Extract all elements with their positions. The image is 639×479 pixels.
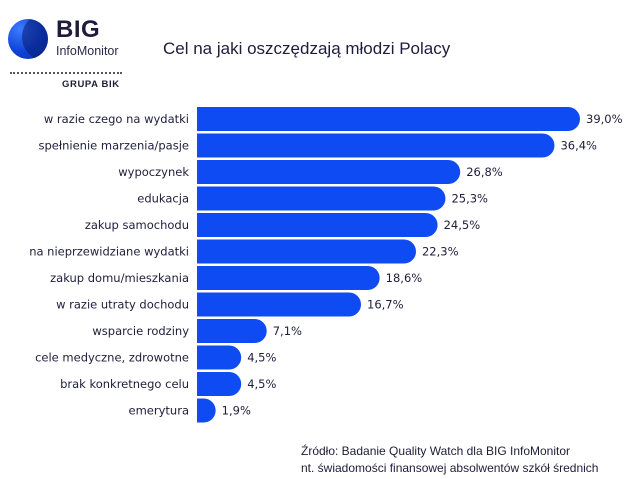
bar — [197, 292, 362, 317]
value-label: 7,1% — [273, 324, 302, 338]
source-line-2: nt. świadomości finansowej absolwentów s… — [301, 461, 599, 475]
bar — [197, 213, 438, 237]
bar — [197, 266, 380, 290]
category-label: w razie utraty dochodu — [56, 298, 189, 312]
big-infomonitor-logo: BIG InfoMonitor GRUPA BIK — [8, 16, 133, 98]
category-label: wsparcie rodziny — [92, 324, 189, 338]
category-label: zakup samochodu — [85, 218, 189, 232]
category-label: spełnienie marzenia/pasje — [38, 139, 189, 153]
source-note: Źródło: Badanie Quality Watch dla BIG In… — [301, 443, 598, 477]
bar — [197, 372, 242, 396]
bar — [197, 133, 555, 158]
logo-circle-icon — [8, 19, 48, 59]
bar — [197, 186, 446, 211]
value-label: 26,8% — [466, 165, 503, 179]
source-line-1: Źródło: Badanie Quality Watch dla BIG In… — [301, 444, 571, 458]
value-label: 16,7% — [367, 298, 404, 312]
logo-divider — [10, 72, 122, 74]
bar — [197, 160, 461, 184]
logo-group-name: GRUPA BIK — [62, 79, 120, 90]
value-label: 4,5% — [247, 351, 276, 365]
category-label: zakup domu/mieszkania — [50, 271, 189, 285]
category-label: na nieprzewidziane wydatki — [29, 245, 189, 259]
value-label: 22,3% — [422, 245, 459, 259]
category-label: cele medyczne, zdrowotne — [35, 351, 189, 365]
bar — [197, 319, 267, 343]
category-label: wypoczynek — [118, 165, 189, 179]
value-label: 39,0% — [586, 112, 623, 126]
logo-brand: BIG — [56, 16, 101, 43]
value-label: 24,5% — [444, 218, 481, 232]
bar — [197, 107, 580, 131]
category-label: edukacja — [137, 192, 189, 206]
category-label: emerytura — [129, 404, 189, 418]
category-label: w razie czego na wydatki — [44, 112, 189, 126]
logo-subtitle: InfoMonitor — [56, 44, 119, 58]
value-label: 18,6% — [386, 271, 423, 285]
value-label: 1,9% — [222, 404, 251, 418]
bar — [197, 239, 416, 264]
value-label: 4,5% — [247, 377, 276, 391]
value-label: 25,3% — [451, 192, 488, 206]
bar — [197, 345, 242, 370]
value-label: 36,4% — [560, 139, 597, 153]
category-label: brak konkretnego celu — [60, 377, 189, 391]
chart-title: Cel na jaki oszczędzają młodzi Polacy — [163, 39, 451, 58]
bar — [197, 398, 216, 423]
